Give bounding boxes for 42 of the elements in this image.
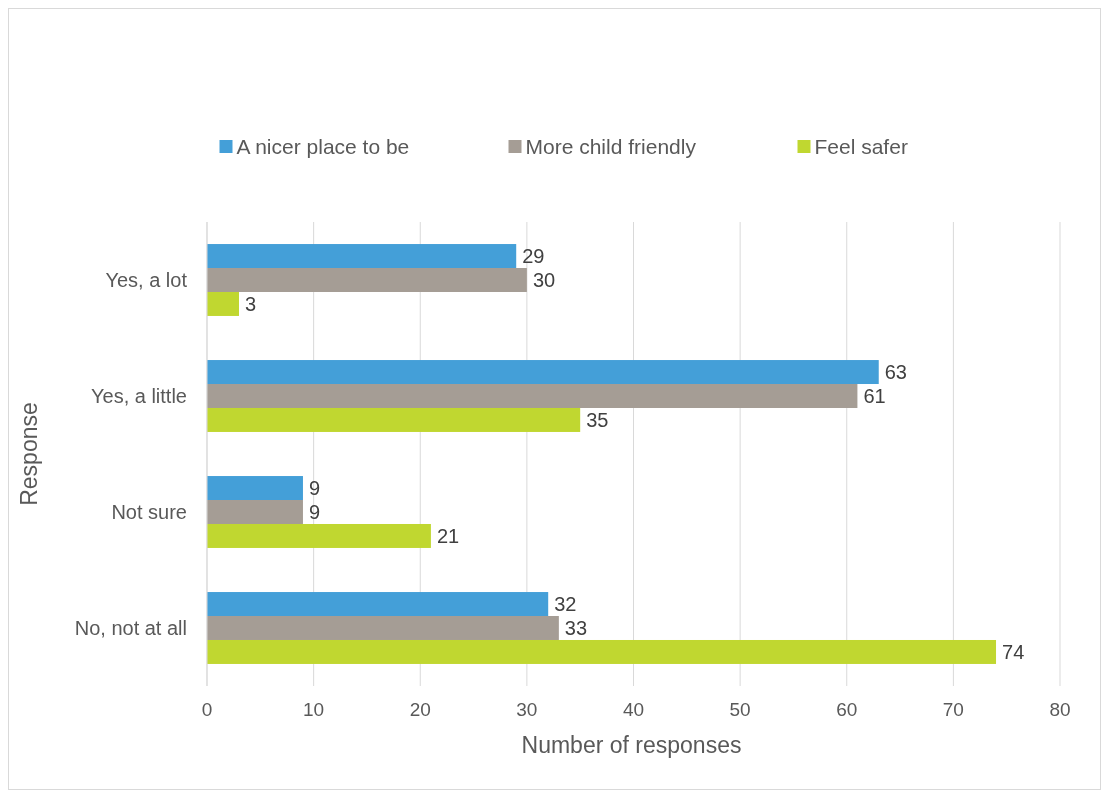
y-tick-label: No, not at all: [74, 617, 187, 639]
y-tick-label: Yes, a little: [91, 385, 187, 407]
bar: [207, 360, 879, 385]
data-label: 63: [884, 361, 907, 384]
data-label: 3: [244, 292, 257, 315]
y-axis-title: Response: [16, 402, 42, 506]
bar: [207, 384, 858, 408]
bar: [207, 244, 517, 269]
bar: [207, 639, 997, 664]
bar: [207, 291, 239, 316]
data-label: 30: [532, 269, 556, 291]
legend-label: A nicer place to be: [236, 135, 410, 159]
x-tick-label: 50: [729, 699, 751, 720]
bar: [207, 523, 431, 548]
legend-label: Feel safer: [814, 135, 908, 159]
bar: [207, 500, 303, 524]
data-label: 61: [863, 385, 886, 407]
bar: [207, 592, 549, 617]
bar: [207, 268, 527, 292]
x-tick-label: 10: [303, 699, 325, 720]
y-tick-label: Yes, a lot: [105, 269, 188, 291]
data-label: 74: [1002, 640, 1025, 663]
x-tick-label: 40: [622, 699, 645, 720]
data-label: 29: [522, 245, 545, 268]
x-tick-label: 80: [1049, 699, 1071, 720]
x-tick-label: 30: [516, 699, 538, 720]
bar: [207, 476, 303, 501]
data-label: 33: [564, 617, 588, 639]
x-tick-label: 0: [201, 699, 213, 720]
data-label: 9: [308, 477, 321, 500]
x-tick-label: 20: [409, 699, 431, 720]
x-axis-title: Number of responses: [521, 732, 742, 758]
data-label: 32: [554, 593, 577, 616]
y-tick-label: Not sure: [111, 501, 187, 523]
legend-label: More child friendly: [525, 135, 697, 159]
bar: [207, 616, 559, 640]
data-label: 21: [436, 524, 460, 547]
x-tick-label: 70: [942, 699, 964, 720]
data-label: 9: [308, 501, 321, 523]
data-label: 35: [586, 408, 609, 431]
x-tick-label: 60: [836, 699, 858, 720]
bar: [207, 407, 581, 432]
